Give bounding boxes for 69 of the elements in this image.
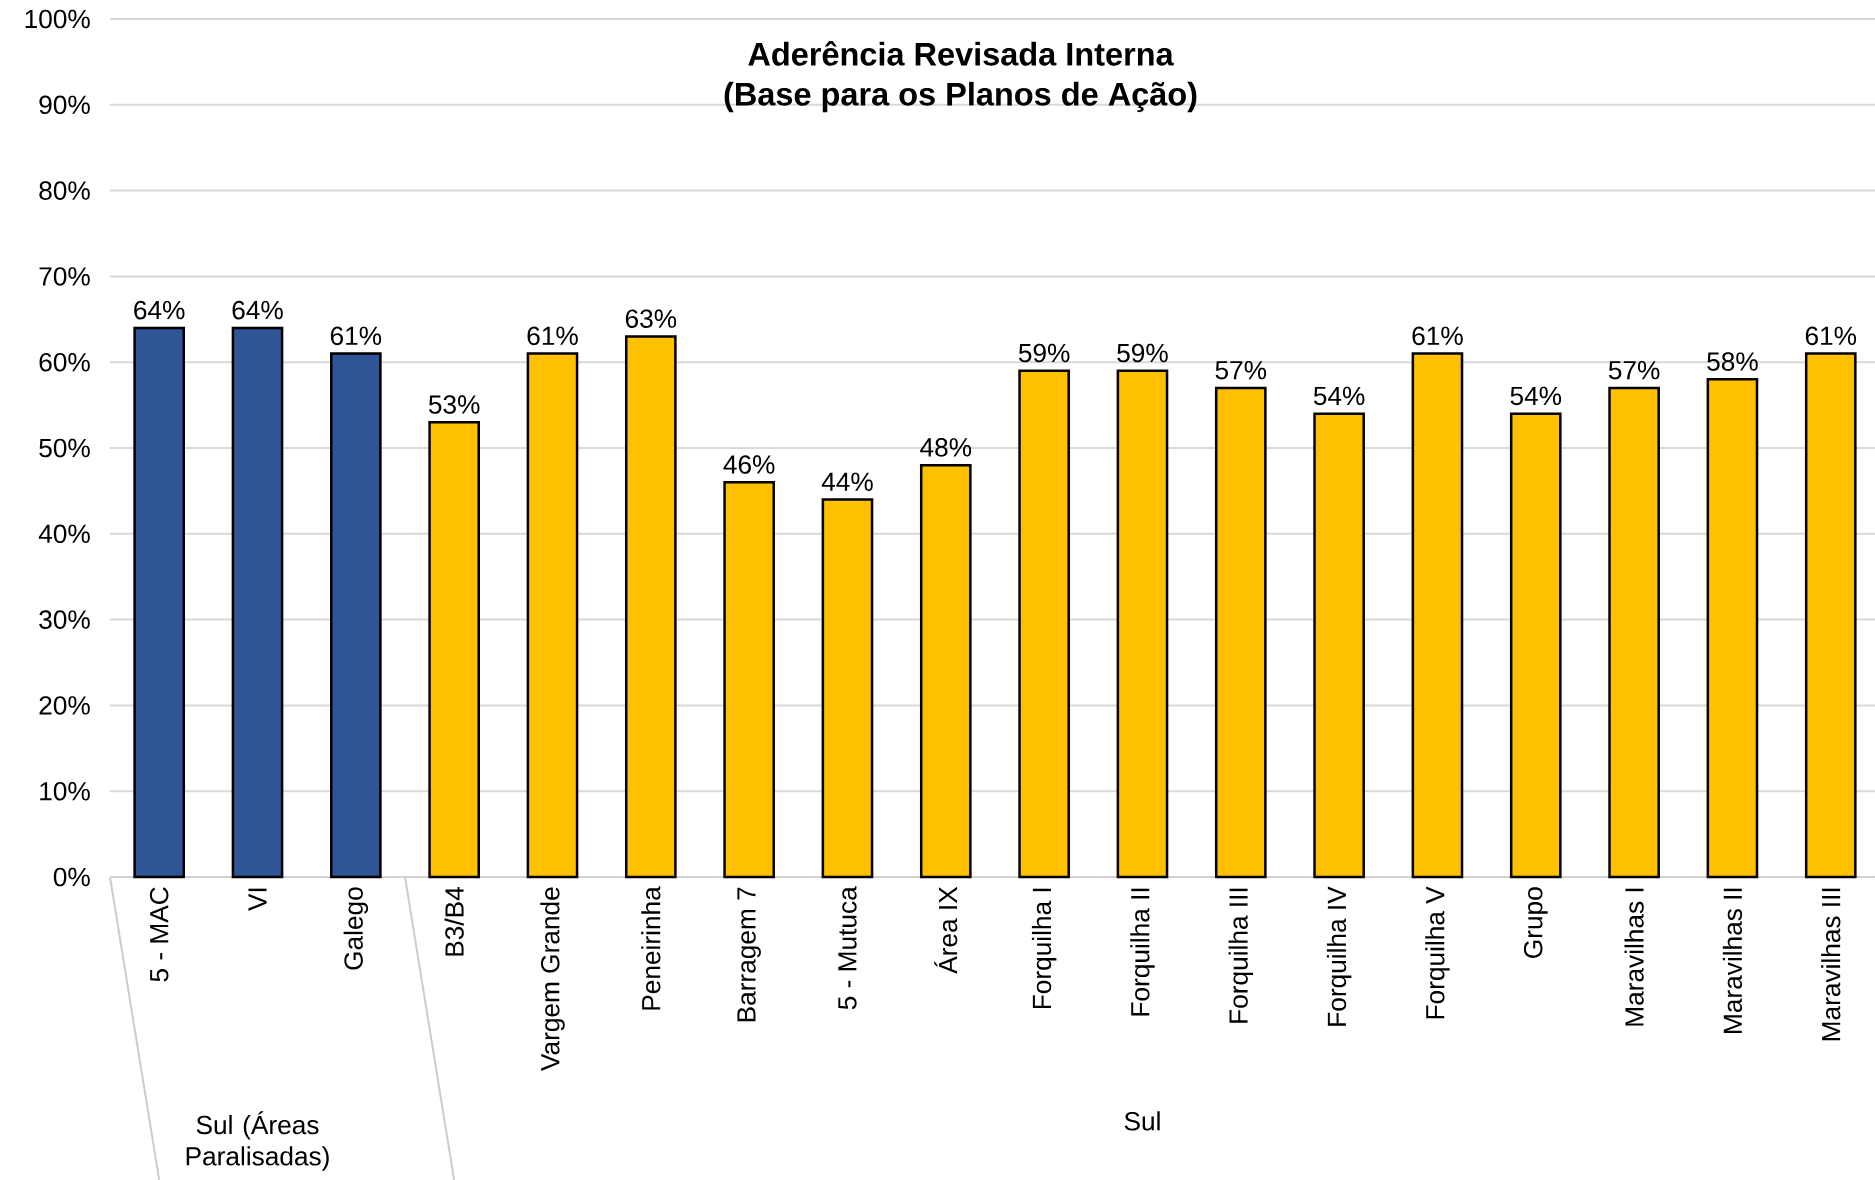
- y-tick-label: 40%: [38, 524, 90, 544]
- data-label: 61%: [330, 326, 382, 346]
- data-label: 54%: [1313, 386, 1365, 406]
- data-label: 57%: [1608, 360, 1660, 380]
- data-label: 61%: [1805, 326, 1857, 346]
- text: Sul (Áreas Paralisadas): [186, 1111, 329, 1171]
- x-tick-label: Forquilha IV: [1326, 886, 1352, 1026]
- bar: [428, 421, 480, 879]
- bar: [919, 463, 972, 879]
- data-label: 48%: [920, 438, 972, 457]
- bar: [1313, 412, 1365, 879]
- bar: [821, 498, 874, 879]
- bar: [723, 481, 775, 879]
- y-tick-label: 60%: [39, 352, 90, 372]
- x-tick-label: VI: [248, 888, 267, 911]
- bar: [1804, 352, 1857, 879]
- x-tick-label: Galego: [343, 887, 369, 970]
- bar: [231, 326, 284, 879]
- data-label: 61%: [527, 326, 578, 346]
- data-label: 61%: [1412, 326, 1463, 346]
- bar: [624, 335, 677, 879]
- text: (Base para os Planos de Ação): [724, 81, 1197, 113]
- x-tick-label: Forquilha III: [1228, 888, 1254, 1023]
- y-tick-label: 70%: [39, 267, 90, 286]
- data-label: 58%: [1707, 352, 1758, 371]
- x-tick-label: Maravilhas III: [1821, 888, 1841, 1041]
- bar: [1116, 369, 1169, 879]
- bar: [1411, 352, 1464, 879]
- bar: [1706, 378, 1759, 879]
- y-tick-label: 0%: [53, 867, 90, 887]
- bar: [330, 352, 382, 879]
- x-tick-label: Maravilhas II: [1722, 888, 1743, 1033]
- data-label: 53%: [428, 395, 480, 414]
- x-tick-label: B3/B4: [444, 887, 464, 956]
- text: Aderência Revisada Interna: [748, 41, 1174, 66]
- bar: [1214, 386, 1267, 879]
- x-tick-label: Vargem Grande: [540, 887, 565, 1071]
- data-label: 59%: [1018, 343, 1070, 363]
- y-tick-label: 80%: [39, 181, 90, 200]
- y-tick-label: 50%: [39, 438, 90, 458]
- x-tick-label: Área IX: [934, 886, 958, 974]
- x-tick-label: 5 - Mutuca: [838, 886, 857, 1010]
- y-tick-label: 10%: [40, 781, 90, 801]
- data-label: 44%: [821, 472, 873, 491]
- y-tick-label: 90%: [39, 95, 90, 115]
- data-label: 64%: [232, 300, 283, 320]
- x-tick-label: Peneirinha: [641, 886, 661, 1010]
- bar: [1509, 412, 1562, 879]
- y-tick-label: 20%: [39, 696, 90, 715]
- data-label: 59%: [1117, 343, 1168, 363]
- text: Sul: [1124, 1111, 1160, 1131]
- bar: [526, 352, 579, 879]
- x-tick-label: Forquilha V: [1425, 886, 1450, 1019]
- bar: [1018, 369, 1070, 879]
- x-tick-label: Forquilha I: [1031, 888, 1057, 1009]
- bar: [133, 326, 186, 879]
- data-label: 54%: [1510, 386, 1562, 406]
- data-label: 63%: [625, 309, 677, 328]
- x-tick-label: Barragem 7: [737, 887, 761, 1022]
- data-label: 57%: [1215, 360, 1267, 380]
- data-label: 64%: [134, 300, 185, 320]
- x-tick-label: Forquilha II: [1130, 888, 1155, 1016]
- bar: [1608, 386, 1660, 879]
- x-tick-label: 5 - MAC: [149, 887, 169, 982]
- y-tick-label: 30%: [39, 610, 90, 629]
- y-tick-label: 100%: [25, 9, 90, 29]
- x-tick-label: Grupo: [1523, 887, 1548, 958]
- x-tick-label: Maravilhas I: [1624, 888, 1644, 1026]
- data-label: 46%: [723, 455, 775, 474]
